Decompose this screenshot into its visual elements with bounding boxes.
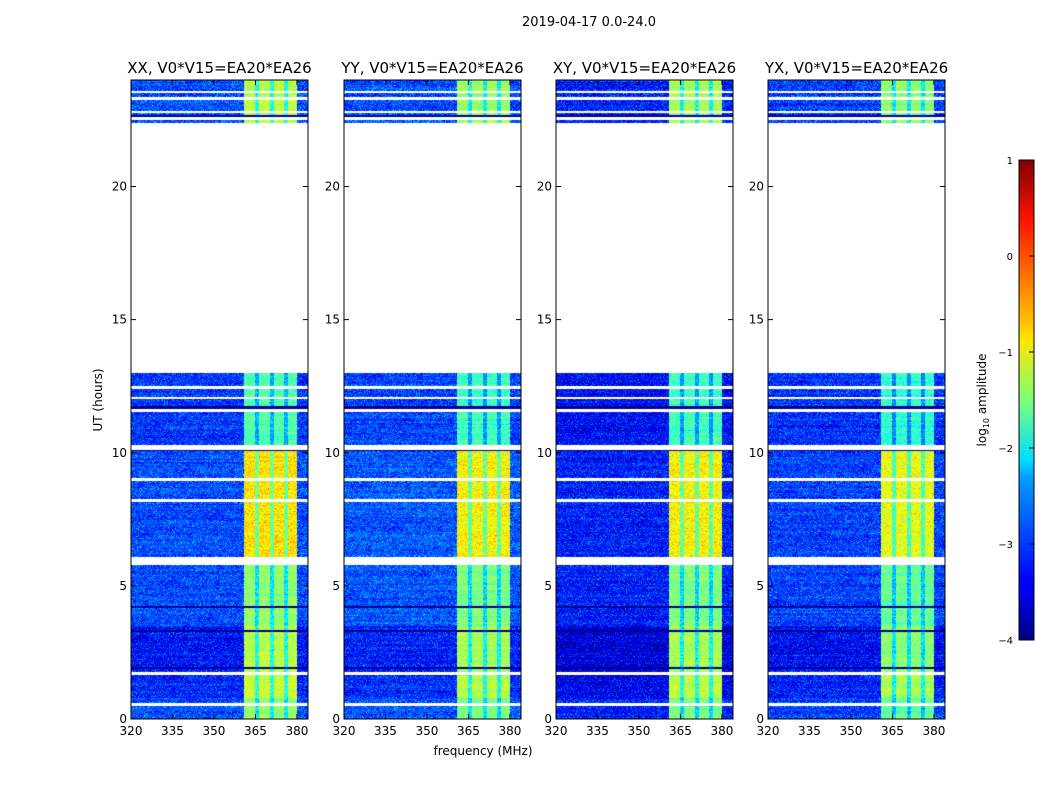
y-tick-label: 20 [749,180,764,194]
y-tick-label: 10 [112,446,127,460]
y-axis-label: UT (hours) [91,368,105,431]
y-tick-label: 5 [332,579,340,593]
x-axis-label: frequency (MHz) [433,744,532,758]
y-tick-label: 20 [112,180,127,194]
y-tick-label: 0 [756,712,764,726]
x-tick-label: 320 [120,724,143,738]
waterfall-heatmap [768,80,945,719]
x-tick-label: 335 [161,724,184,738]
x-tick-label: 335 [798,724,821,738]
panel-title: XX, V0*V15=EA20*EA26 [127,59,311,77]
y-tick-label: 15 [749,313,764,327]
colorbar-tick-label: −3 [998,540,1013,551]
colorbar-tick-label: 0 [1007,252,1013,263]
y-tick-label: 15 [537,313,552,327]
y-tick-label: 0 [544,712,552,726]
colorbar-tick-label: −2 [998,444,1013,455]
x-tick-label: 350 [203,724,226,738]
y-tick-label: 15 [112,313,127,327]
x-tick-label: 335 [374,724,397,738]
y-tick-label: 0 [332,712,340,726]
y-tick-label: 10 [325,446,340,460]
waterfall-heatmap [556,80,733,719]
y-tick-label: 15 [325,313,340,327]
panel-title: XY, V0*V15=EA20*EA26 [553,59,736,77]
y-tick-label: 5 [756,579,764,593]
x-tick-label: 350 [416,724,439,738]
waterfall-heatmap [131,80,308,719]
x-tick-label: 365 [244,724,267,738]
y-tick-label: 10 [749,446,764,460]
y-tick-label: 5 [544,579,552,593]
panel-frame [767,79,946,720]
x-tick-label: 365 [669,724,692,738]
y-tick-label: 20 [537,180,552,194]
panel-frame [555,79,734,720]
colorbar [1018,159,1035,641]
x-tick-label: 350 [840,724,863,738]
y-tick-label: 10 [537,446,552,460]
x-tick-label: 320 [545,724,568,738]
x-tick-label: 380 [498,724,521,738]
panel-title: YX, V0*V15=EA20*EA26 [764,59,948,77]
colorbar-tick-label: 1 [1007,156,1013,167]
y-tick-label: 0 [119,712,127,726]
y-tick-label: 5 [119,579,127,593]
waterfall-heatmap [344,80,521,719]
x-tick-label: 350 [628,724,651,738]
x-tick-label: 335 [586,724,609,738]
y-tick-label: 20 [325,180,340,194]
x-tick-label: 320 [333,724,356,738]
colorbar-label: log10 amplitude [975,354,991,447]
panel-frame [130,79,309,720]
colorbar-tick-label: −4 [998,636,1013,647]
panel-frame [343,79,522,720]
x-tick-label: 365 [881,724,904,738]
x-tick-label: 365 [457,724,480,738]
figure-title: 2019-04-17 0.0-24.0 [522,15,656,30]
x-tick-label: 380 [922,724,945,738]
colorbar-tick-label: −1 [998,348,1013,359]
x-tick-label: 380 [285,724,308,738]
x-tick-label: 320 [757,724,780,738]
x-tick-label: 380 [710,724,733,738]
panel-title: YY, V0*V15=EA20*EA26 [340,59,523,77]
